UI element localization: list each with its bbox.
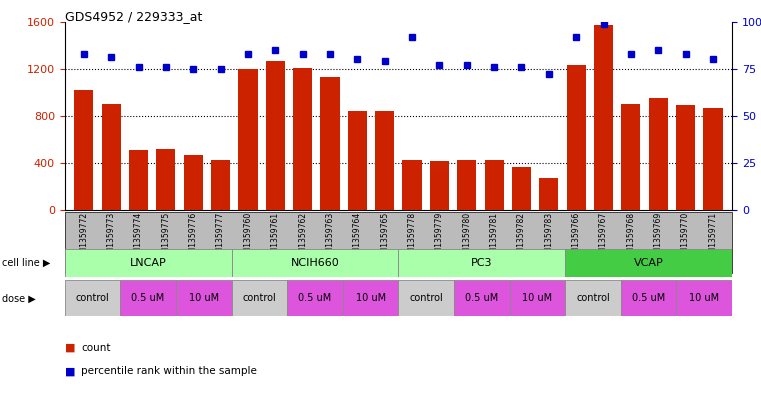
Bar bbox=[621, 104, 641, 210]
Bar bbox=[156, 149, 176, 210]
Bar bbox=[65, 280, 120, 316]
Bar bbox=[399, 249, 565, 277]
Bar bbox=[102, 104, 121, 210]
Text: control: control bbox=[75, 293, 110, 303]
Bar bbox=[621, 280, 677, 316]
Bar bbox=[457, 160, 476, 210]
Bar bbox=[293, 68, 312, 210]
Text: dose ▶: dose ▶ bbox=[2, 293, 35, 303]
Text: percentile rank within the sample: percentile rank within the sample bbox=[81, 366, 257, 376]
Text: 0.5 uM: 0.5 uM bbox=[132, 293, 164, 303]
Bar bbox=[183, 155, 203, 210]
Text: GDS4952 / 229333_at: GDS4952 / 229333_at bbox=[65, 10, 202, 23]
Text: control: control bbox=[243, 293, 276, 303]
Text: 10 uM: 10 uM bbox=[689, 293, 719, 303]
Bar bbox=[65, 249, 231, 277]
Bar bbox=[342, 280, 399, 316]
Text: cell line ▶: cell line ▶ bbox=[2, 258, 50, 268]
Bar bbox=[565, 249, 732, 277]
Bar bbox=[510, 280, 565, 316]
Bar bbox=[703, 108, 722, 210]
Text: ■: ■ bbox=[65, 343, 75, 353]
Bar bbox=[348, 111, 367, 210]
Text: NCIH660: NCIH660 bbox=[291, 258, 339, 268]
Text: 10 uM: 10 uM bbox=[522, 293, 552, 303]
Bar bbox=[676, 105, 695, 210]
Text: 0.5 uM: 0.5 uM bbox=[298, 293, 332, 303]
Bar bbox=[320, 77, 339, 210]
Bar bbox=[403, 160, 422, 210]
Text: ■: ■ bbox=[65, 366, 75, 376]
Text: count: count bbox=[81, 343, 111, 353]
Bar bbox=[594, 24, 613, 210]
Bar bbox=[567, 65, 586, 210]
Text: 10 uM: 10 uM bbox=[189, 293, 219, 303]
Bar bbox=[485, 160, 504, 210]
Text: VCAP: VCAP bbox=[634, 258, 664, 268]
Bar bbox=[211, 160, 230, 210]
Bar bbox=[430, 161, 449, 210]
Text: 10 uM: 10 uM bbox=[355, 293, 386, 303]
Bar bbox=[176, 280, 231, 316]
Text: LNCAP: LNCAP bbox=[129, 258, 167, 268]
Text: 0.5 uM: 0.5 uM bbox=[465, 293, 498, 303]
Bar bbox=[287, 280, 342, 316]
Bar bbox=[648, 98, 668, 210]
Bar bbox=[75, 90, 94, 210]
Bar bbox=[540, 178, 559, 210]
Text: control: control bbox=[409, 293, 443, 303]
Bar bbox=[565, 280, 621, 316]
Bar bbox=[266, 61, 285, 210]
Bar bbox=[231, 280, 287, 316]
Bar bbox=[399, 280, 454, 316]
Text: 0.5 uM: 0.5 uM bbox=[632, 293, 665, 303]
Bar bbox=[238, 69, 257, 210]
Bar bbox=[129, 150, 148, 210]
Text: control: control bbox=[576, 293, 610, 303]
Text: PC3: PC3 bbox=[471, 258, 492, 268]
Bar bbox=[375, 111, 394, 210]
Bar bbox=[120, 280, 176, 316]
Bar bbox=[231, 249, 399, 277]
Bar bbox=[454, 280, 510, 316]
Bar bbox=[677, 280, 732, 316]
Bar bbox=[512, 167, 531, 210]
